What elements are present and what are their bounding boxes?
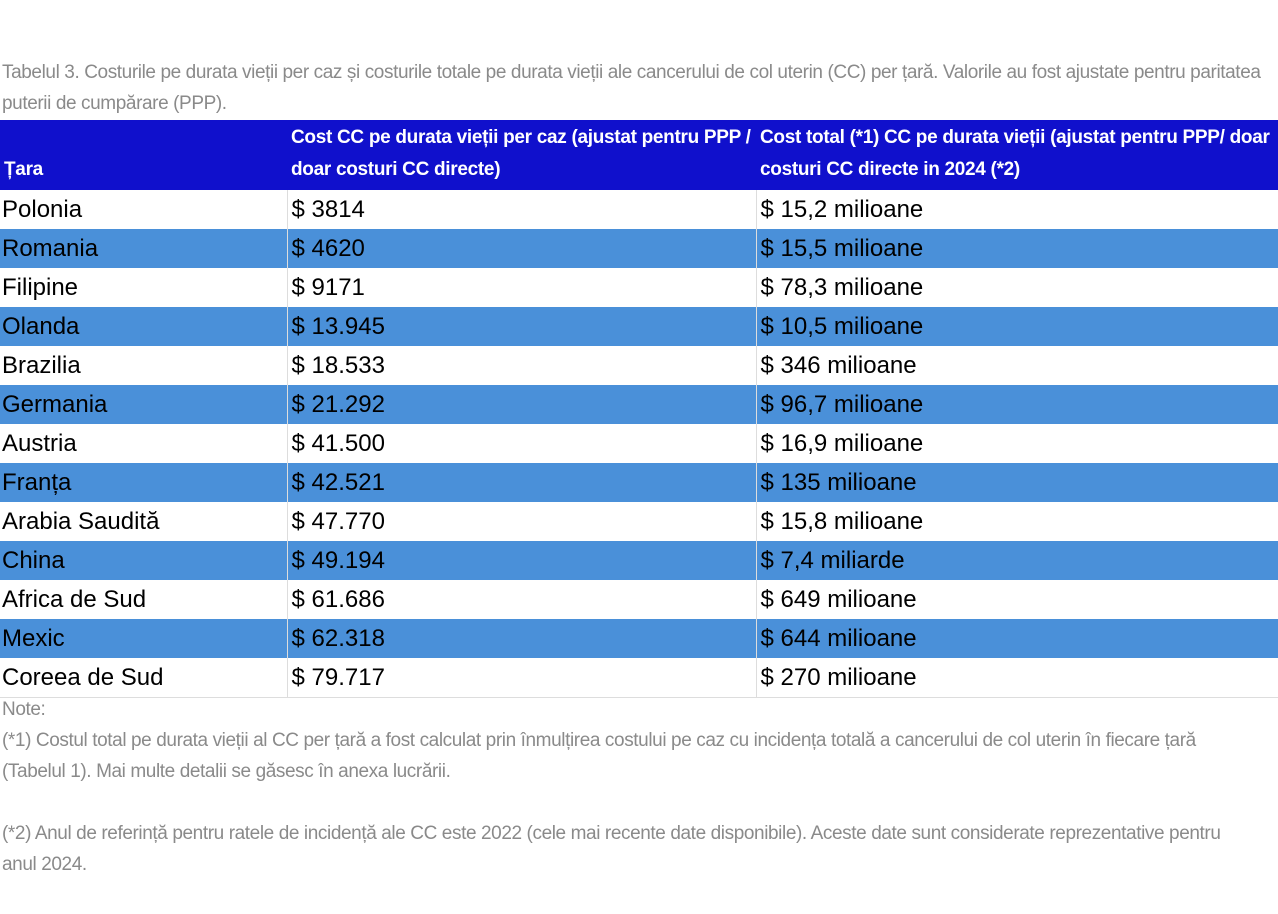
notes: Note: (*1) Costul total pe durata vieții…	[2, 694, 1242, 911]
table-cell: Brazilia	[2, 352, 81, 379]
table-cell: $ 16,9 milioane	[755, 424, 1278, 463]
table-cell: $ 649 milioane	[755, 580, 1278, 619]
table-cell: $ 79.717	[286, 658, 756, 698]
table-cell: $ 62.318	[286, 619, 756, 658]
table-cell: Filipine	[2, 274, 79, 301]
table-row: Mexic $ 62.318 $ 644 milioane	[0, 619, 1278, 658]
table-cell: Coreea de Sud	[0, 658, 287, 698]
table-cell: $ 135 milioane	[755, 463, 1278, 502]
table-cell: Arabia Saudită	[2, 508, 160, 535]
table-cell: $ 61.686	[286, 580, 756, 619]
table-cell: Austria	[2, 430, 77, 457]
cost-table: Țara Cost CC pe durata vieții per caz (aj…	[0, 120, 1278, 698]
table-cell: $ 49.194	[286, 541, 756, 580]
table-cell: $ 7,4 miliarde	[755, 541, 1278, 580]
header-row: Țara Cost CC pe durata vieții per caz (aj…	[0, 120, 1278, 190]
table-cell: $ 21.292	[286, 385, 756, 424]
table-cell: $ 47.770	[286, 502, 756, 541]
table-cell: $ 10,5 milioane	[755, 307, 1278, 346]
table-row: Romania $ 4620 $ 15,5 milioane	[0, 229, 1278, 268]
table-row: Austria $ 41.500 $ 16,9 milioane	[0, 424, 1278, 463]
table-cell: Olanda	[0, 307, 287, 346]
table-cell: $ 3814	[286, 190, 756, 229]
table-cell: $ 15,8 milioane	[755, 502, 1278, 541]
table-cell: $ 4620	[286, 229, 756, 268]
column-header: Cost total (*1) CC pe durata vieții (aju…	[756, 120, 1278, 190]
table-cell: Romania	[0, 229, 287, 268]
table-cell: $ 9171	[286, 268, 756, 307]
table-row: China $ 49.194 $ 7,4 miliarde	[0, 541, 1278, 580]
table-cell: $ 270 milioane	[755, 658, 1278, 698]
table-body: Polonia $ 3814 $ 15,2 milioane Romania $ 462…	[0, 190, 1278, 698]
table-cell: $ 41.500	[286, 424, 756, 463]
table-row: Franța $ 42.521 $ 135 milioane	[0, 463, 1278, 502]
table-row: Filipine $ 9171 $ 78,3 milioane	[0, 268, 1278, 307]
table-row: Polonia $ 3814 $ 15,2 milioane	[0, 190, 1278, 229]
table-cell: $ 346 milioane	[755, 346, 1278, 385]
table-row: Olanda $ 13.945 $ 10,5 milioane	[0, 307, 1278, 346]
table-cell: China	[0, 541, 287, 580]
table-cell: $ 15,2 milioane	[755, 190, 1278, 229]
table-cell: $ 96,7 milioane	[755, 385, 1278, 424]
table-cell: $ 13.945	[286, 307, 756, 346]
table-cell: Mexic	[0, 619, 287, 658]
table-cell: $ 15,5 milioane	[755, 229, 1278, 268]
notes-title: Note:	[2, 699, 46, 720]
caption: Tabelul 3. Costurile pe durata vieții pe…	[2, 62, 1261, 114]
table-cell: Africa de Sud	[2, 586, 147, 613]
table-cell: $ 78,3 milioane	[755, 268, 1278, 307]
table-cell: Polonia	[2, 196, 83, 223]
table-cell: $ 644 milioane	[755, 619, 1278, 658]
table-cell: $ 42.521	[286, 463, 756, 502]
note: (*1) Costul total pe durata vieții al CC…	[2, 730, 1196, 782]
table-row: Coreea de Sud $ 79.717 $ 270 milioane	[0, 658, 1278, 698]
column-header: Cost CC pe durata vieții per caz (ajusta…	[287, 120, 756, 190]
table-row: Africa de Sud $ 61.686 $ 649 milioane	[0, 580, 1278, 619]
table-row: Arabia Saudită $ 47.770 $ 15,8 milioane	[0, 502, 1278, 541]
table-cell: Franța	[0, 463, 287, 502]
note: (*2) Anul de referință pentru ratele de …	[2, 823, 1221, 875]
table-row: Brazilia $ 18.533 $ 346 milioane	[0, 346, 1278, 385]
table-row: Germania $ 21.292 $ 96,7 milioane	[0, 385, 1278, 424]
table-cell: Germania	[0, 385, 287, 424]
column-header: Țara	[0, 120, 287, 190]
table-cell: $ 18.533	[286, 346, 756, 385]
